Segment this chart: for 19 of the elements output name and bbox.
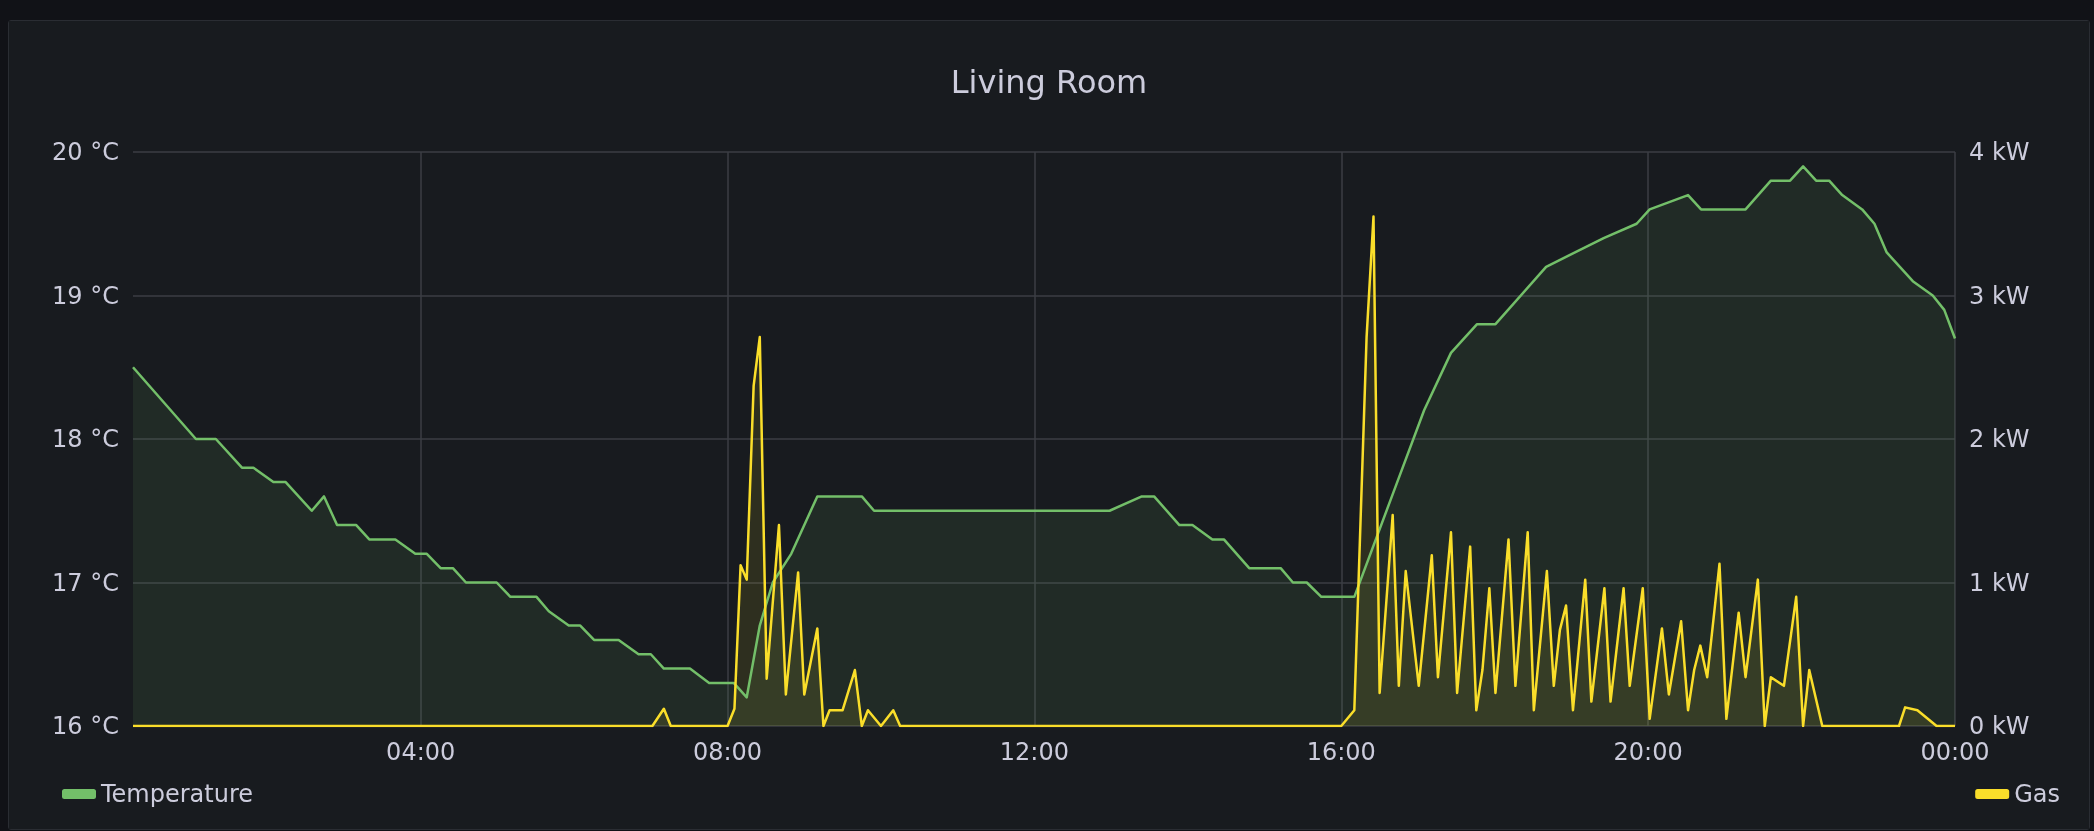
y2-tick-label: 4 kW: [1969, 138, 2030, 166]
x-tick-label: 20:00: [1613, 738, 1683, 766]
chart-title: Living Room: [950, 63, 1148, 101]
y2-tick-label: 1 kW: [1969, 568, 2030, 597]
y-tick-label: 20 °C: [52, 138, 119, 166]
x-tick-label: 04:00: [386, 738, 456, 766]
y-tick-label: 16 °C: [52, 712, 119, 740]
x-tick-label: 12:00: [999, 738, 1069, 766]
y-tick-label: 17 °C: [52, 568, 119, 597]
legend-label: Gas: [2014, 780, 2060, 808]
y2-tick-label: 0 kW: [1969, 712, 2030, 740]
x-tick-label: 00:00: [1920, 738, 1990, 766]
legend-label: Temperature: [100, 780, 254, 808]
y2-tick-label: 2 kW: [1969, 425, 2030, 453]
x-tick-label: 08:00: [692, 738, 763, 766]
x-tick-label: 16:00: [1306, 738, 1376, 766]
y-tick-label: 19 °C: [52, 281, 119, 310]
y-tick-label: 18 °C: [52, 425, 119, 453]
y2-tick-label: 3 kW: [1969, 281, 2030, 310]
